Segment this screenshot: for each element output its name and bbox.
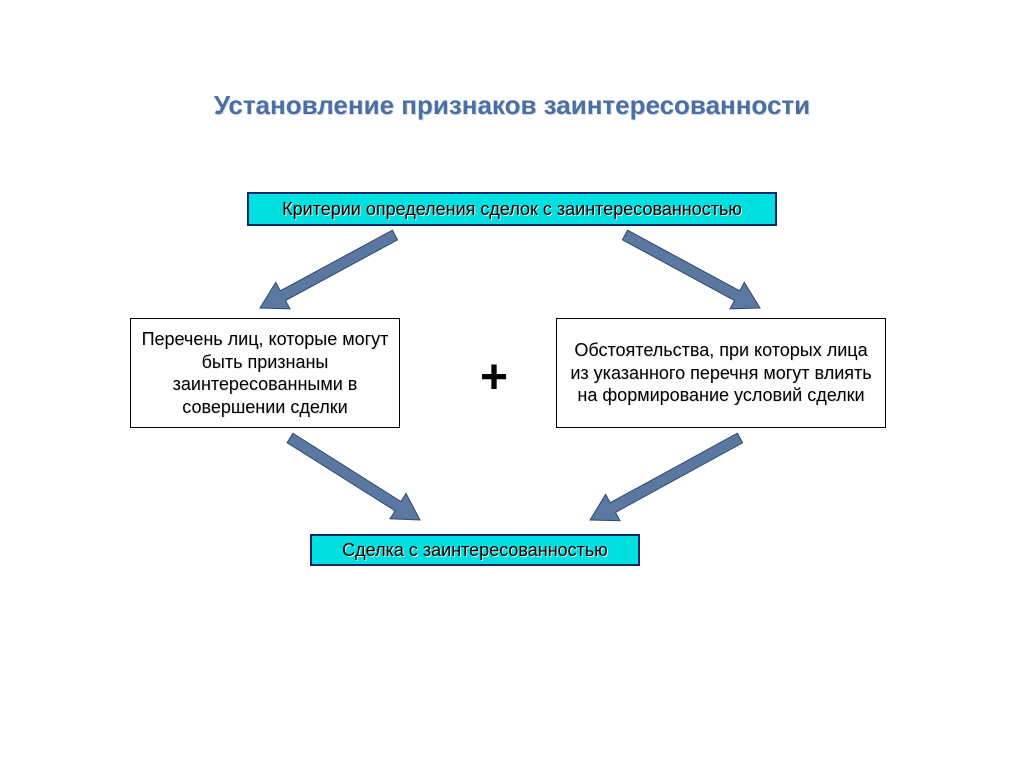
arrow-icon <box>287 433 420 520</box>
arrows-layer <box>0 0 1024 767</box>
arrow-icon <box>622 230 760 309</box>
arrow-icon <box>260 230 398 309</box>
arrow-icon <box>590 433 743 521</box>
